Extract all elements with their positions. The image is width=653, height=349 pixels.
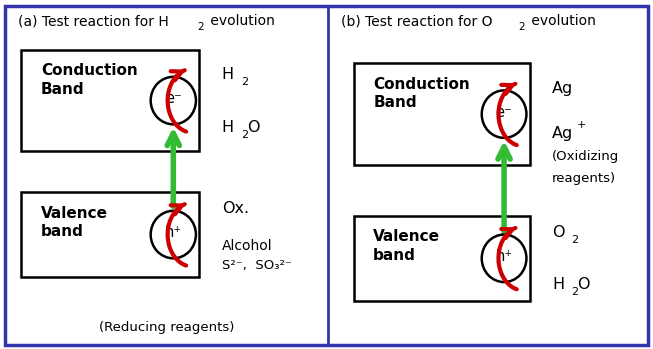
Text: +: + [577, 120, 586, 129]
Circle shape [482, 235, 526, 282]
Text: Valence
band: Valence band [40, 206, 108, 239]
Text: 2: 2 [241, 77, 248, 87]
Text: Ag: Ag [552, 126, 573, 141]
Text: Ox.: Ox. [222, 201, 249, 216]
Text: Valence
band: Valence band [373, 230, 440, 263]
Text: evolution: evolution [527, 14, 596, 28]
Text: 2: 2 [518, 22, 525, 32]
Text: e⁻: e⁻ [496, 105, 513, 120]
Text: (a) Test reaction for H: (a) Test reaction for H [18, 14, 169, 28]
Text: O: O [552, 225, 564, 240]
Text: 2: 2 [198, 22, 204, 32]
Text: h⁺: h⁺ [496, 249, 513, 264]
Circle shape [482, 90, 526, 138]
Text: e⁻: e⁻ [165, 91, 182, 106]
Circle shape [151, 211, 196, 258]
Text: evolution: evolution [206, 14, 275, 28]
Bar [354, 216, 530, 301]
Text: Conduction
Band: Conduction Band [40, 63, 138, 97]
Text: (Oxidizing: (Oxidizing [552, 150, 619, 163]
Bar [22, 192, 199, 277]
Text: S²⁻,  SO₃²⁻: S²⁻, SO₃²⁻ [222, 259, 292, 272]
Text: Alcohol: Alcohol [222, 239, 272, 253]
Text: O: O [247, 120, 259, 135]
Text: 2: 2 [571, 287, 579, 297]
Bar [354, 63, 530, 165]
Text: 2: 2 [571, 235, 579, 245]
Text: reagents): reagents) [552, 172, 616, 185]
Circle shape [151, 77, 196, 124]
Text: 2: 2 [241, 130, 248, 140]
Text: H: H [552, 277, 564, 292]
Text: (Reducing reagents): (Reducing reagents) [99, 321, 234, 334]
Text: (b) Test reaction for O: (b) Test reaction for O [342, 14, 493, 28]
Text: Conduction
Band: Conduction Band [373, 77, 470, 110]
Text: O: O [577, 277, 590, 292]
Text: H: H [222, 67, 234, 82]
Text: H: H [222, 120, 234, 135]
Text: Ag: Ag [552, 81, 573, 96]
Bar [22, 50, 199, 151]
Text: h⁺: h⁺ [165, 225, 182, 240]
